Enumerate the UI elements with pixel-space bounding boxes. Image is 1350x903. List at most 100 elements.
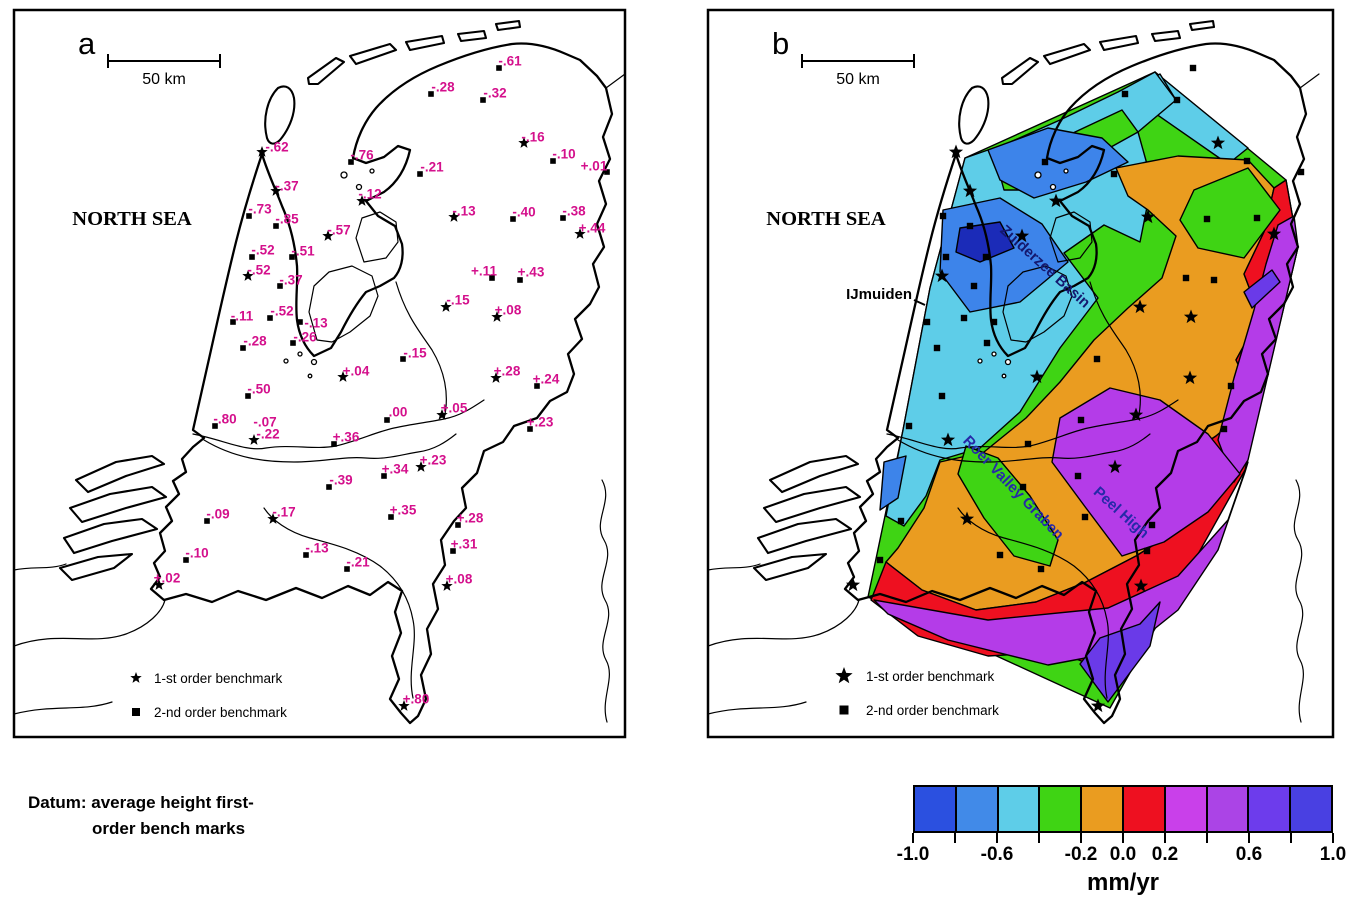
panel-a: 50 km a NORTH SEA -.62-.37-.12-.57-.52-.… bbox=[12, 8, 627, 739]
benchmark-marker-star bbox=[1133, 578, 1149, 593]
panel-a-benchmarks: -.62 -.37 -.12 -.57 -.52 -.16 -.13 -.15 +.08 +.44… bbox=[153, 54, 610, 711]
panel-a-scale-label: 50 km bbox=[142, 71, 186, 88]
colorbar-tick-label: 0.6 bbox=[1235, 844, 1263, 865]
benchmark-marker-square bbox=[933, 344, 941, 352]
benchmark-value-label: +.11 bbox=[471, 264, 497, 279]
benchmark-marker-square bbox=[245, 393, 251, 399]
colorbar-tick-label: -0.2 bbox=[1064, 844, 1098, 865]
benchmark-marker-square bbox=[534, 383, 540, 389]
benchmark-marker-square bbox=[1173, 96, 1181, 104]
benchmark-marker-square bbox=[1227, 382, 1235, 390]
benchmark-value-label: +.43 bbox=[518, 265, 545, 280]
benchmark-value-label: -.52 bbox=[247, 263, 270, 278]
colorbar-cell bbox=[915, 787, 957, 831]
velocity-contour-map bbox=[867, 71, 1299, 709]
benchmark-marker-star bbox=[267, 513, 279, 524]
colorbar-tick-label: -0.6 bbox=[980, 844, 1014, 865]
benchmark-marker-square bbox=[939, 212, 947, 220]
legend-label-first-order: 1-st order benchmark bbox=[866, 669, 995, 684]
colorbar-tick bbox=[954, 833, 956, 843]
colorbar-cell bbox=[1082, 787, 1124, 831]
benchmark-marker-star bbox=[940, 432, 956, 447]
benchmark-marker-square bbox=[428, 91, 434, 97]
benchmark-marker-square bbox=[1203, 215, 1211, 223]
benchmark-marker-star bbox=[398, 700, 410, 711]
benchmark-marker-square bbox=[990, 318, 998, 326]
benchmark-marker-star bbox=[574, 228, 586, 239]
benchmark-marker-square bbox=[1041, 158, 1049, 166]
benchmark-value-label: -.15 bbox=[403, 346, 427, 361]
benchmark-value-label: +.34 bbox=[382, 462, 409, 477]
legend-square-icon bbox=[132, 708, 140, 716]
benchmark-marker-square bbox=[1253, 214, 1261, 222]
benchmark-marker-square bbox=[1143, 547, 1151, 555]
benchmark-marker-square bbox=[510, 216, 516, 222]
benchmark-marker-square bbox=[1220, 425, 1228, 433]
benchmark-value-label: -.22 bbox=[256, 427, 279, 442]
benchmark-value-label: -.21 bbox=[346, 555, 370, 570]
benchmark-marker-star bbox=[1183, 309, 1199, 324]
benchmark-value-label: -.15 bbox=[446, 293, 470, 308]
colorbar-cell bbox=[998, 787, 1041, 831]
benchmark-marker-square bbox=[273, 223, 279, 229]
benchmark-marker-star bbox=[270, 185, 282, 196]
panel-a-border bbox=[12, 8, 627, 739]
benchmark-marker-square bbox=[1189, 64, 1197, 72]
benchmark-marker-square bbox=[1110, 170, 1118, 178]
benchmark-marker-square bbox=[1182, 274, 1190, 282]
benchmark-value-label: -.80 bbox=[213, 412, 236, 427]
benchmark-marker-square bbox=[560, 215, 566, 221]
benchmark-value-label: -.57 bbox=[327, 223, 350, 238]
benchmark-marker-square bbox=[381, 473, 387, 479]
datum-note: Datum: average height first- order bench… bbox=[28, 790, 254, 842]
colorbar-tick bbox=[1038, 833, 1040, 843]
benchmark-marker-square bbox=[289, 254, 295, 260]
benchmark-marker-star bbox=[1090, 698, 1106, 713]
panel-a-scalebar: 50 km bbox=[107, 54, 221, 88]
benchmark-marker-square bbox=[517, 277, 523, 283]
benchmark-value-label: -.07 bbox=[253, 415, 276, 430]
benchmark-value-label: -.51 bbox=[291, 244, 315, 259]
benchmark-marker-star bbox=[1048, 193, 1064, 208]
benchmark-marker-star bbox=[1014, 228, 1030, 243]
benchmark-value-label: -.10 bbox=[552, 147, 575, 162]
benchmark-value-label: +.28 bbox=[494, 364, 521, 379]
benchmark-value-label: +.31 bbox=[451, 537, 478, 552]
benchmark-marker-square bbox=[942, 253, 950, 261]
benchmark-marker-square bbox=[297, 319, 303, 325]
benchmark-marker-star bbox=[415, 461, 427, 472]
colorbar-tick bbox=[1206, 833, 1208, 843]
benchmark-marker-square bbox=[905, 422, 913, 430]
benchmark-marker-star bbox=[491, 311, 503, 322]
benchmark-marker-star bbox=[1132, 299, 1148, 314]
benchmark-marker-square bbox=[489, 275, 495, 281]
benchmark-marker-square bbox=[1243, 157, 1251, 165]
colorbar-tick bbox=[1164, 833, 1166, 843]
colorbar-cell bbox=[1291, 787, 1331, 831]
benchmark-marker-square bbox=[246, 213, 252, 219]
panel-a-letter: a bbox=[78, 26, 96, 61]
benchmark-marker-square bbox=[982, 253, 990, 261]
benchmark-marker-square bbox=[277, 283, 283, 289]
benchmark-value-label: -.62 bbox=[265, 140, 288, 155]
benchmark-value-label: -.32 bbox=[483, 86, 506, 101]
benchmark-value-label: -.39 bbox=[329, 473, 352, 488]
benchmark-value-label: -.26 bbox=[293, 330, 317, 345]
panel-b-scalebar: 50 km bbox=[801, 54, 915, 88]
panel-b-scale-label: 50 km bbox=[836, 71, 880, 88]
legend-star-icon bbox=[130, 672, 142, 683]
benchmark-marker-square bbox=[996, 551, 1004, 559]
ijmuiden-pointer-line bbox=[913, 299, 926, 306]
colorbar-cell bbox=[1165, 787, 1208, 831]
datum-line-1: Datum: average height first- bbox=[28, 793, 254, 812]
contour-purple-peel-high bbox=[1051, 387, 1241, 557]
benchmark-marker-square bbox=[240, 345, 246, 351]
panel-b-border bbox=[706, 8, 1335, 739]
colorbar-tick-label: 0.0 bbox=[1109, 844, 1137, 865]
benchmark-marker-square bbox=[326, 484, 332, 490]
benchmark-marker-star bbox=[1140, 209, 1156, 224]
benchmark-value-label: -.21 bbox=[420, 160, 444, 175]
panel-b-sea-label: NORTH SEA bbox=[766, 208, 886, 230]
benchmark-value-label: +.08 bbox=[446, 572, 473, 587]
benchmark-marker-square bbox=[344, 566, 350, 572]
